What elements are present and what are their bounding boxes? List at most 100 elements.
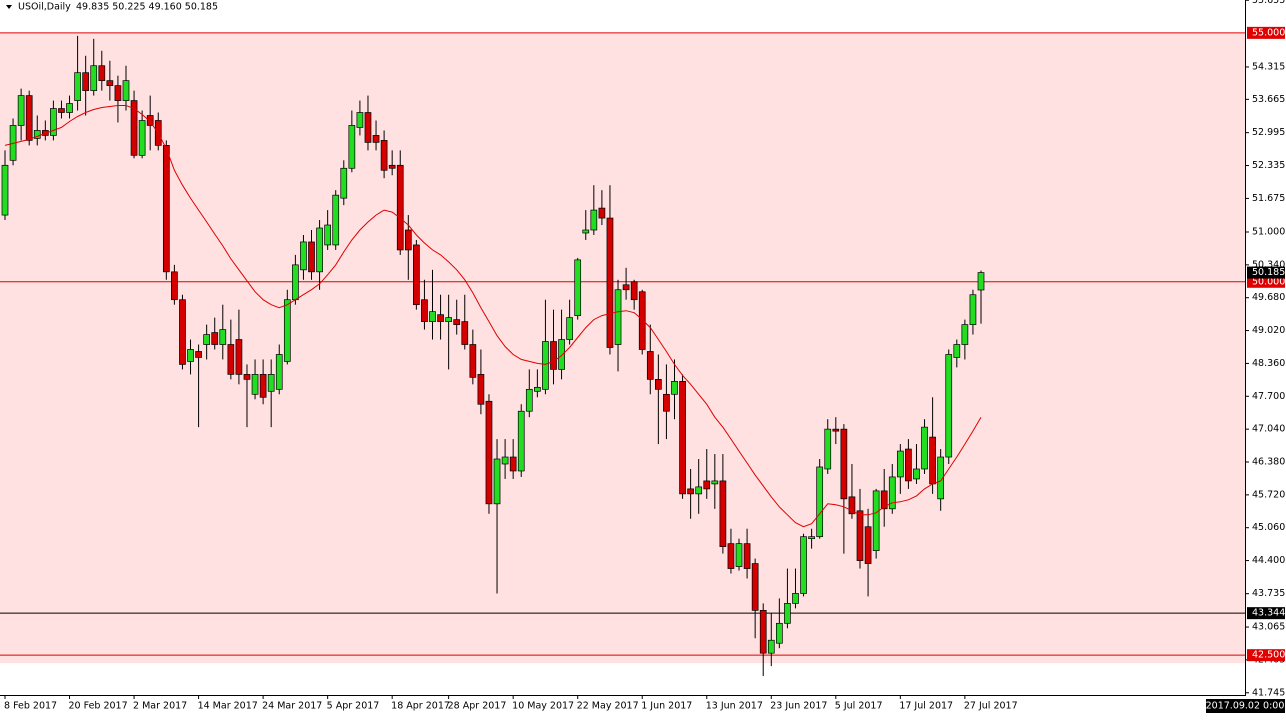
candle-body [235, 339, 243, 375]
candle-body [203, 334, 211, 345]
level-label-box [1247, 607, 1285, 620]
candle-body [630, 281, 638, 301]
y-tick-label: 43.065 [1252, 622, 1285, 633]
candle-body [727, 543, 735, 569]
moving-average [4, 105, 982, 528]
y-tick-label: 46.380 [1252, 457, 1285, 468]
candle-body [413, 244, 420, 306]
candle-body [703, 480, 711, 490]
candle-body [816, 466, 824, 538]
candle-body [138, 120, 146, 156]
candle-body [864, 526, 872, 564]
candle-body [824, 428, 832, 470]
y-tick-label: 41.745 [1252, 687, 1285, 698]
candle-body [501, 456, 509, 465]
candle-body [800, 536, 807, 594]
candle-body [356, 112, 364, 128]
candle-body [977, 272, 985, 291]
candle-body [719, 480, 727, 547]
candle-body [380, 140, 388, 171]
candle-body [243, 374, 251, 380]
candle-body [66, 103, 73, 113]
x-tick-label: 24 Mar 2017 [262, 701, 322, 712]
candle-body [82, 72, 90, 91]
candle-body [340, 167, 348, 199]
candle-body [267, 374, 275, 392]
y-tick-label: 44.400 [1252, 555, 1285, 566]
x-tick-label: 1 Jun 2017 [641, 701, 692, 712]
candle-body [888, 476, 896, 510]
x-tick-label: 5 Apr 2017 [327, 701, 380, 712]
candle-body [872, 490, 880, 551]
y-tick-label: 45.060 [1252, 522, 1285, 533]
candle-body [106, 80, 114, 86]
candle-body [751, 563, 759, 611]
y-tick-label: 54.315 [1252, 61, 1285, 72]
candle-body [461, 321, 469, 345]
shaded-zone [0, 32, 1245, 664]
candle-body [808, 536, 815, 540]
candle-body [58, 108, 65, 113]
candle-body [638, 291, 646, 350]
candle-body [211, 332, 219, 345]
candle-body [445, 317, 452, 322]
x-tick-label: 13 Jun 2017 [706, 701, 763, 712]
y-tick-label: 49.020 [1252, 325, 1285, 336]
candle-body [961, 324, 969, 345]
candle-body [848, 496, 856, 515]
candle-body [292, 264, 299, 301]
candle-body [283, 299, 291, 362]
level-label: 42.500 [1252, 650, 1285, 661]
y-tick-label: 51.000 [1252, 226, 1285, 237]
candle-body [856, 510, 864, 561]
candle-body [227, 344, 235, 375]
level-label-box [1247, 649, 1285, 662]
candle-body [308, 241, 315, 273]
time-label-box [1206, 699, 1285, 713]
candle-body [477, 374, 485, 405]
candle-body [525, 388, 533, 412]
candle-body [566, 317, 573, 340]
level-label-box [1247, 26, 1285, 39]
y-tick-label: 43.735 [1252, 588, 1285, 599]
candle-body [219, 329, 227, 345]
y-tick-label: 49.680 [1252, 292, 1285, 303]
menu-arrow[interactable] [6, 5, 12, 9]
candle-body [251, 374, 259, 395]
quote-header: 49.835 50.225 49.160 50.185 [76, 2, 218, 13]
candle-body [614, 289, 622, 345]
candle-body [759, 610, 767, 654]
candle-body [646, 351, 654, 380]
candle-body [146, 115, 154, 126]
candle-body [598, 207, 606, 219]
candle-body [469, 344, 477, 378]
candle-body [453, 319, 461, 325]
chart-title: USOil,Daily [18, 2, 71, 13]
level-label: 55.000 [1252, 27, 1285, 38]
candle-body [896, 450, 904, 478]
candle-body [421, 299, 428, 322]
candle-body [396, 164, 404, 251]
level-label: 43.344 [1252, 608, 1285, 619]
y-tick-label: 47.700 [1252, 391, 1285, 402]
candle-body [735, 543, 743, 567]
current-price-box [1247, 266, 1285, 279]
candle-body [663, 393, 670, 412]
candle-body [33, 130, 41, 139]
candle-body [90, 65, 98, 91]
candle-body [485, 400, 493, 505]
candle-body [679, 381, 686, 495]
y-tick-label: 47.040 [1252, 424, 1285, 435]
candle-body [187, 349, 194, 362]
candle-body [195, 351, 202, 358]
candle-body [388, 164, 396, 169]
candle-body [50, 108, 57, 136]
candle-body [582, 229, 590, 234]
x-tick-label: 18 Apr 2017 [391, 701, 450, 712]
candle-body [300, 241, 307, 271]
candle-body [711, 480, 719, 485]
candle-body [114, 85, 122, 101]
candle-body [25, 95, 33, 141]
x-tick-label: 28 Apr 2017 [448, 701, 507, 712]
